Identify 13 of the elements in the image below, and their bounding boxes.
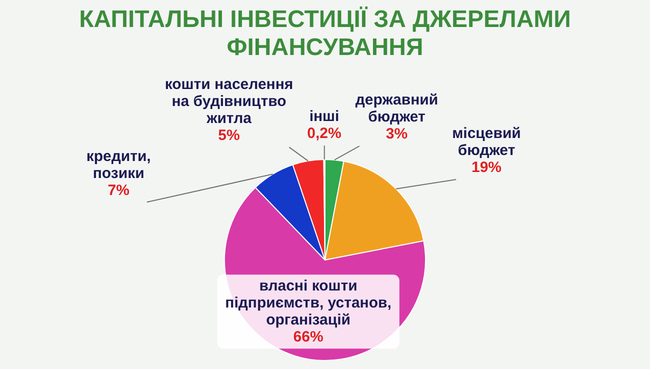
data-label: 3% (386, 126, 408, 143)
slice-label: кошти населення на будівництво житла (164, 76, 294, 127)
data-label: 0,2% (307, 125, 342, 142)
data-label: 19% (471, 159, 502, 176)
data-label: 66% (293, 328, 324, 346)
slice-label: кредити, позики (86, 148, 151, 182)
data-label: 7% (108, 182, 130, 199)
slice-label: інші (309, 108, 340, 126)
data-label: 5% (218, 126, 240, 144)
slice-label: місцевий бюджет (452, 125, 521, 160)
chart-title: КАПІТАЛЬНІ ІНВЕСТИЦІЇ ЗА ДЖЕРЕЛАМИ ФІНАНСУВАННЯ (78, 5, 572, 63)
slice-label: державний бюджет (355, 92, 438, 126)
slice-label: власні кошти підприємств, установ, організацій (225, 277, 392, 328)
